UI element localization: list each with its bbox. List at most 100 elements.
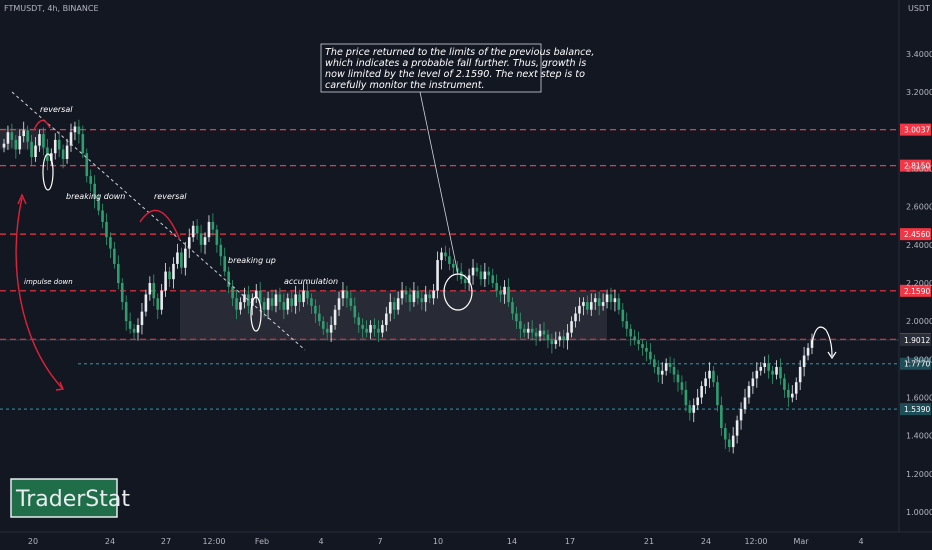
projection-arrow	[811, 326, 833, 357]
candle-body	[428, 294, 431, 299]
x-tick-label: 20	[28, 537, 38, 546]
candle-body	[160, 290, 163, 310]
candle-body	[759, 366, 763, 371]
price-axis[interactable]: 3.00372.81502.45602.15901.90451.90121.77…	[900, 50, 932, 517]
candle-body	[680, 382, 684, 390]
candle-body	[333, 309, 337, 325]
candle-body	[6, 132, 10, 144]
x-tick-label: 14	[507, 537, 517, 546]
candle-body	[199, 233, 203, 245]
candle-body	[136, 324, 140, 333]
candle-body	[262, 302, 266, 310]
y-tick-label: 1.8000	[906, 355, 932, 364]
currency-label: USDT	[908, 4, 930, 13]
candle-body	[487, 271, 491, 276]
candle-body	[751, 378, 755, 387]
candle-body	[396, 298, 400, 310]
candle-body	[708, 370, 711, 379]
candle-body	[471, 267, 475, 276]
candle-body	[223, 256, 227, 272]
candle-body	[546, 334, 550, 341]
candle-body	[562, 336, 565, 341]
candle-body	[700, 386, 703, 398]
reversal-arc-1	[33, 119, 51, 131]
annotation-reversal-1: reversal	[40, 105, 73, 114]
candle-body	[483, 271, 487, 280]
candle-body	[621, 309, 625, 322]
candle-body	[120, 283, 124, 303]
candle-body	[503, 286, 506, 295]
callout-box[interactable]: The price returned to the limits of the …	[320, 43, 594, 93]
annotations: reversal breaking down reversal impulse …	[24, 105, 338, 286]
candle-body	[101, 210, 104, 222]
annotation-breaking-up: breaking up	[228, 256, 276, 265]
candle-body	[684, 389, 688, 406]
candle-body	[266, 298, 270, 310]
descending-trendline[interactable]	[11, 91, 306, 351]
candle-body	[53, 139, 57, 154]
time-axis[interactable]: 20 24 27 12:00 Feb 4 7 10 14 17 21 24 12:00 Mar 4	[28, 537, 864, 546]
candle-body	[172, 263, 175, 280]
reversal-arc-2	[139, 209, 181, 241]
candle-body	[65, 145, 69, 159]
candle-body	[755, 370, 759, 379]
candle-body	[278, 294, 282, 303]
candle-body	[794, 382, 798, 394]
y-tick-label: 1.0000	[906, 508, 932, 517]
candle-body	[298, 294, 301, 303]
candle-body	[716, 382, 719, 406]
candle-body	[73, 126, 77, 133]
callout-line-4: carefully monitor the instrument.	[325, 80, 485, 91]
candle-body	[128, 321, 132, 329]
tradersat-logo: TraderStat	[10, 478, 130, 518]
candle-body	[424, 294, 428, 303]
candle-body	[191, 225, 195, 238]
level-badge-1.5390	[900, 403, 931, 416]
callout-border	[320, 43, 542, 93]
level-badge-2.4560	[900, 228, 931, 241]
candle-body	[61, 149, 65, 159]
callout-line-3: now limited by the level of 2.1590. The …	[325, 69, 585, 80]
candle-body	[124, 302, 128, 322]
candle-body	[34, 145, 37, 158]
symbol-label[interactable]: FTMUSDT, 4h, BINANCE	[4, 4, 99, 13]
candle-body	[660, 370, 664, 375]
x-tick-label: 4	[858, 537, 863, 546]
candle-body	[187, 237, 191, 249]
candle-body	[578, 305, 581, 314]
candle-body	[605, 294, 609, 303]
candle-body	[649, 351, 652, 360]
candle-body	[10, 132, 14, 140]
y-tick-label: 3.4000	[906, 50, 932, 59]
logo-badge	[10, 478, 118, 518]
candle-body	[318, 313, 321, 322]
candle-body	[18, 136, 22, 150]
candle-body	[404, 290, 408, 295]
x-tick-label: 24	[105, 537, 115, 546]
candle-body	[688, 405, 692, 413]
annotation-impulse-down: impulse down	[24, 278, 73, 286]
candle-body	[321, 321, 325, 329]
candle-body	[723, 428, 727, 440]
candle-body	[783, 378, 786, 390]
x-tick-label: 24	[701, 537, 711, 546]
candle-body	[593, 298, 597, 303]
level-badge-3.0037	[900, 123, 931, 136]
annotation-accumulation: accumulation	[284, 277, 338, 286]
level-badge-text: 2.8150	[904, 162, 930, 171]
y-tick-label: 1.6000	[906, 394, 932, 403]
x-tick-label: 12:00	[744, 537, 767, 546]
y-tick-label: 2.6000	[906, 203, 932, 212]
level-badge-2.1590	[900, 284, 931, 297]
candle-body	[302, 290, 305, 303]
candle-body	[459, 271, 463, 280]
candle-body	[219, 244, 223, 257]
x-tick-label: 4	[318, 537, 323, 546]
y-tick-label: 2.4000	[906, 241, 932, 250]
breakup-ellipse	[250, 296, 262, 332]
x-tick-label: Mar	[793, 537, 809, 546]
candle-body	[258, 290, 262, 303]
candle-body	[601, 302, 605, 306]
y-tick-label: 2.0000	[906, 317, 932, 326]
